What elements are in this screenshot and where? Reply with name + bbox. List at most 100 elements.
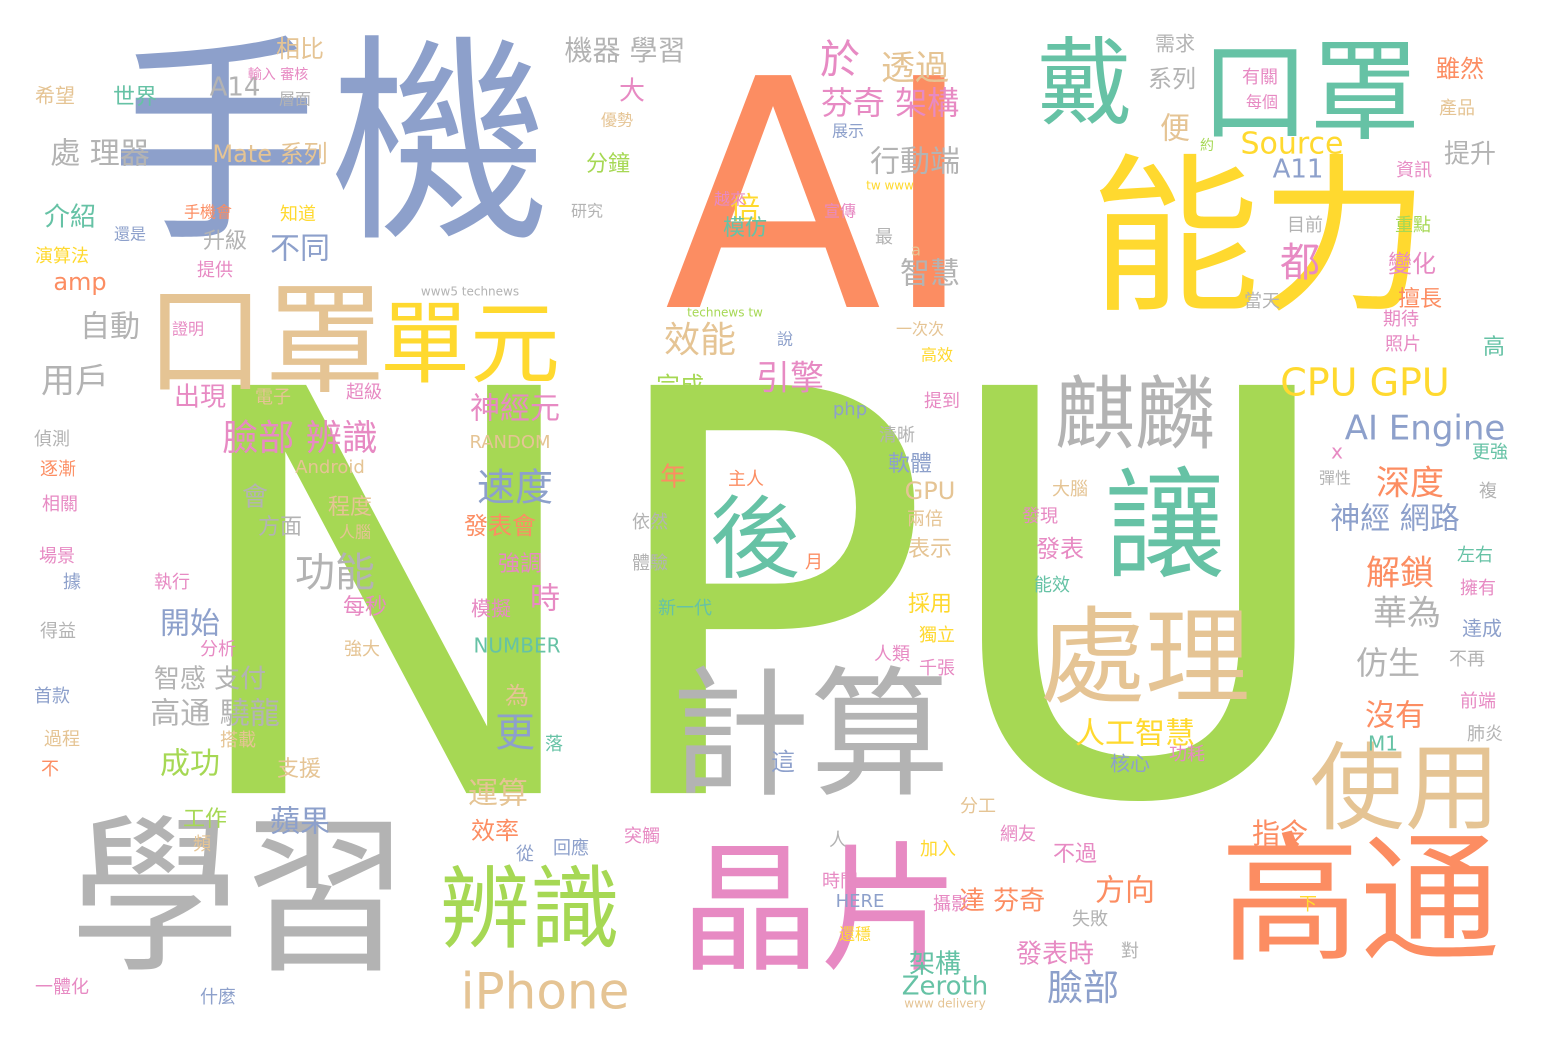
- cloud-word: 架構: [909, 950, 961, 980]
- cloud-word: 不再: [1449, 649, 1485, 670]
- cloud-word: RANDOM: [469, 432, 550, 453]
- cloud-word: NPU: [177, 274, 1343, 926]
- cloud-word: 完成: [656, 372, 704, 400]
- cloud-word: 手機: [110, 16, 550, 272]
- cloud-word: 自動: [80, 310, 140, 345]
- cloud-word: 引擎: [756, 359, 824, 399]
- cloud-word: 單元: [380, 292, 560, 397]
- cloud-word: 體驗: [632, 553, 668, 574]
- cloud-word: 高效: [921, 346, 953, 365]
- cloud-word: 後: [710, 487, 800, 592]
- cloud-word: 下: [1299, 894, 1317, 915]
- cloud-word: 提供: [197, 260, 233, 281]
- cloud-word: 知道: [280, 204, 316, 225]
- cloud-word: 不過: [1053, 842, 1097, 867]
- cloud-word: 說: [777, 330, 793, 349]
- cloud-word: 計算: [670, 655, 950, 818]
- cloud-word: 相關: [42, 494, 78, 515]
- cloud-word: AI: [664, 13, 975, 383]
- cloud-word: 運算: [468, 777, 528, 812]
- cloud-word: CPU GPU: [1280, 361, 1450, 405]
- cloud-word: 戴: [1037, 29, 1132, 139]
- cloud-word: 升級: [203, 229, 247, 254]
- cloud-word: A14: [210, 73, 261, 103]
- cloud-word: 據: [63, 572, 81, 593]
- cloud-word: 高通: [1220, 820, 1500, 983]
- cloud-word: 時: [530, 582, 560, 617]
- cloud-word: 有關: [1242, 67, 1278, 88]
- cloud-word: HERE: [836, 891, 885, 912]
- cloud-word: www5 technews: [421, 285, 519, 299]
- cloud-word: 模擬: [471, 597, 511, 621]
- cloud-word: 越來: [714, 190, 746, 209]
- cloud-word: 最: [875, 227, 893, 248]
- cloud-word: 擁有: [1460, 578, 1496, 599]
- cloud-word: 目前: [1287, 215, 1323, 236]
- cloud-word: 解鎖: [1366, 554, 1434, 594]
- cloud-word: 口罩: [145, 273, 385, 412]
- cloud-word: 出現: [174, 383, 226, 413]
- cloud-word: 分鐘: [586, 152, 630, 177]
- cloud-word: GPU: [905, 477, 956, 505]
- cloud-word: 支援: [277, 757, 321, 782]
- cloud-word: 功耗: [1169, 744, 1205, 765]
- cloud-word: 還穩: [839, 925, 871, 944]
- cloud-word: 智慧: [900, 257, 960, 292]
- cloud-word: 資訊: [1396, 160, 1432, 181]
- cloud-word: 照片: [1385, 334, 1421, 355]
- cloud-word: 變化: [1388, 250, 1436, 278]
- cloud-word: 都: [1280, 240, 1320, 286]
- cloud-word: 芬奇 架構: [821, 84, 959, 122]
- cloud-word: 時間: [822, 871, 858, 892]
- cloud-word: 需求: [1155, 32, 1195, 56]
- cloud-word: 辨識: [440, 857, 620, 962]
- cloud-word: 優勢: [601, 111, 633, 130]
- cloud-word: 發表時: [1016, 940, 1094, 970]
- cloud-word: 透過: [881, 49, 949, 89]
- cloud-word: 展示: [832, 122, 864, 141]
- cloud-word: 輸入 審核: [248, 67, 308, 83]
- cloud-word: 倍: [730, 192, 760, 227]
- cloud-word: NUMBER: [473, 634, 560, 658]
- cloud-word: 採用: [908, 592, 952, 617]
- cloud-word: 行動端: [870, 145, 960, 180]
- cloud-word: 強調: [498, 552, 542, 577]
- cloud-word: 清晰: [879, 425, 915, 446]
- cloud-word: 複: [1479, 481, 1497, 502]
- cloud-word: 場景: [39, 546, 75, 567]
- cloud-word: 每秒: [343, 595, 387, 620]
- cloud-word: 每個: [1246, 93, 1278, 112]
- cloud-word: 華為: [1373, 594, 1441, 634]
- cloud-word: tw www: [866, 179, 914, 193]
- cloud-word: 核心: [1110, 752, 1150, 776]
- cloud-word: 為: [505, 682, 529, 710]
- cloud-word: 還是: [114, 225, 146, 244]
- cloud-word: technews tw: [687, 306, 763, 320]
- cloud-word: 希望: [35, 84, 75, 108]
- cloud-word: 人工智慧: [1075, 717, 1195, 752]
- cloud-word: 網友: [1000, 824, 1036, 845]
- cloud-word: 神經元: [470, 392, 560, 427]
- cloud-word: iPhone: [461, 963, 630, 1021]
- cloud-word: 突觸: [624, 826, 660, 847]
- cloud-word: 分工: [960, 796, 996, 817]
- cloud-word: 達 芬奇: [959, 887, 1045, 917]
- cloud-word: 研究: [571, 202, 603, 221]
- cloud-word: 大腦: [1052, 479, 1088, 500]
- cloud-word: 什麼: [200, 987, 236, 1008]
- cloud-word: 獨立: [919, 625, 955, 646]
- cloud-word: 超級: [346, 382, 382, 403]
- cloud-word: 搭載: [220, 730, 256, 751]
- cloud-word: 不同: [270, 232, 330, 267]
- cloud-word: 世界: [113, 85, 157, 110]
- cloud-word: 模仿: [723, 216, 767, 241]
- cloud-word: 攝影: [933, 894, 969, 915]
- cloud-word: 從: [516, 844, 534, 865]
- cloud-word: 效能: [664, 320, 736, 361]
- cloud-word: 主人: [728, 469, 764, 490]
- cloud-word: 這: [771, 748, 795, 776]
- cloud-word: 演算法: [35, 246, 89, 267]
- cloud-word: 能力: [1090, 139, 1430, 337]
- cloud-word: 能效: [1034, 575, 1070, 596]
- cloud-word: 期待: [1383, 309, 1419, 330]
